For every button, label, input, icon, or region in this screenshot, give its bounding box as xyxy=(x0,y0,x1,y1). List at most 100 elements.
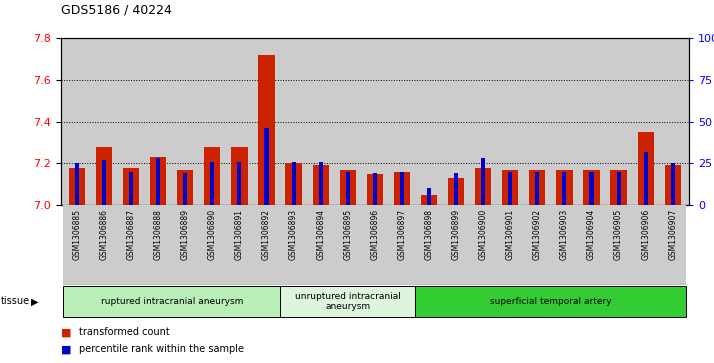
Text: ruptured intracranial aneurysm: ruptured intracranial aneurysm xyxy=(101,297,243,306)
Bar xyxy=(617,172,620,205)
Bar xyxy=(470,205,497,285)
Bar xyxy=(253,205,280,285)
Bar xyxy=(563,172,566,205)
Bar xyxy=(421,195,437,205)
Bar xyxy=(427,188,431,205)
Bar xyxy=(416,286,686,317)
Bar xyxy=(529,170,545,205)
Text: GSM1306897: GSM1306897 xyxy=(398,209,406,260)
Bar xyxy=(280,286,416,317)
Bar xyxy=(590,172,593,205)
Bar xyxy=(638,132,654,205)
Bar xyxy=(286,163,302,205)
Bar xyxy=(659,205,686,285)
Bar xyxy=(443,205,470,285)
Bar xyxy=(583,170,600,205)
Bar xyxy=(448,178,464,205)
Text: superficial temporal artery: superficial temporal artery xyxy=(490,297,612,306)
Bar xyxy=(258,55,275,205)
Bar xyxy=(75,163,79,205)
Text: GSM1306889: GSM1306889 xyxy=(181,209,190,260)
Bar xyxy=(318,162,323,205)
Bar xyxy=(307,205,334,285)
Bar xyxy=(367,174,383,205)
Bar xyxy=(291,162,296,205)
Bar xyxy=(670,163,675,205)
Bar xyxy=(632,205,659,285)
Text: ▶: ▶ xyxy=(31,296,39,306)
Bar xyxy=(340,170,356,205)
Bar xyxy=(475,168,491,205)
Text: GSM1306887: GSM1306887 xyxy=(126,209,136,260)
Text: GSM1306886: GSM1306886 xyxy=(99,209,109,260)
Bar xyxy=(150,157,166,205)
Text: tissue: tissue xyxy=(1,296,30,306)
Bar xyxy=(156,158,160,205)
Bar xyxy=(211,162,214,205)
Text: GSM1306890: GSM1306890 xyxy=(208,209,217,260)
Bar xyxy=(454,174,458,205)
Bar xyxy=(91,205,118,285)
Bar xyxy=(96,147,112,205)
Text: GSM1306895: GSM1306895 xyxy=(343,209,352,260)
Text: GSM1306898: GSM1306898 xyxy=(425,209,433,260)
Text: GSM1306906: GSM1306906 xyxy=(641,209,650,260)
Text: GSM1306899: GSM1306899 xyxy=(451,209,461,260)
Text: GSM1306893: GSM1306893 xyxy=(289,209,298,260)
Bar xyxy=(578,205,605,285)
Bar xyxy=(172,205,198,285)
Bar xyxy=(183,174,187,205)
Bar xyxy=(497,205,524,285)
Bar xyxy=(556,170,573,205)
Bar xyxy=(69,168,85,205)
Bar xyxy=(64,286,280,317)
Bar xyxy=(346,172,350,205)
Bar xyxy=(605,205,632,285)
Bar xyxy=(118,205,145,285)
Bar xyxy=(231,147,248,205)
Text: GSM1306903: GSM1306903 xyxy=(560,209,569,260)
Bar xyxy=(198,205,226,285)
Bar xyxy=(524,205,551,285)
Bar xyxy=(481,158,486,205)
Bar xyxy=(400,172,404,205)
Bar xyxy=(64,205,91,285)
Text: transformed count: transformed count xyxy=(79,327,170,337)
Bar xyxy=(226,205,253,285)
Text: GSM1306894: GSM1306894 xyxy=(316,209,325,260)
Bar xyxy=(177,170,193,205)
Text: ■: ■ xyxy=(61,344,71,354)
Bar xyxy=(280,205,307,285)
Bar xyxy=(508,172,512,205)
Text: GSM1306885: GSM1306885 xyxy=(72,209,81,260)
Text: GSM1306901: GSM1306901 xyxy=(506,209,515,260)
Bar xyxy=(373,174,377,205)
Bar xyxy=(394,172,410,205)
Bar xyxy=(361,205,388,285)
Bar xyxy=(502,170,518,205)
Text: GSM1306900: GSM1306900 xyxy=(478,209,488,260)
Text: GSM1306891: GSM1306891 xyxy=(235,209,244,260)
Text: ■: ■ xyxy=(61,327,71,337)
Bar xyxy=(551,205,578,285)
Text: GSM1306888: GSM1306888 xyxy=(154,209,163,260)
Text: GSM1306905: GSM1306905 xyxy=(614,209,623,260)
Bar xyxy=(643,152,648,205)
Bar xyxy=(536,172,539,205)
Bar xyxy=(416,205,443,285)
Text: GSM1306896: GSM1306896 xyxy=(371,209,379,260)
Text: GDS5186 / 40224: GDS5186 / 40224 xyxy=(61,3,171,16)
Text: GSM1306892: GSM1306892 xyxy=(262,209,271,260)
Text: GSM1306902: GSM1306902 xyxy=(533,209,542,260)
Bar xyxy=(264,128,268,205)
Bar xyxy=(204,147,221,205)
Bar xyxy=(129,172,133,205)
Bar xyxy=(610,170,627,205)
Bar xyxy=(102,160,106,205)
Bar xyxy=(388,205,416,285)
Bar xyxy=(123,168,139,205)
Bar xyxy=(237,162,241,205)
Text: GSM1306907: GSM1306907 xyxy=(668,209,678,260)
Text: GSM1306904: GSM1306904 xyxy=(587,209,596,260)
Bar xyxy=(665,166,681,205)
